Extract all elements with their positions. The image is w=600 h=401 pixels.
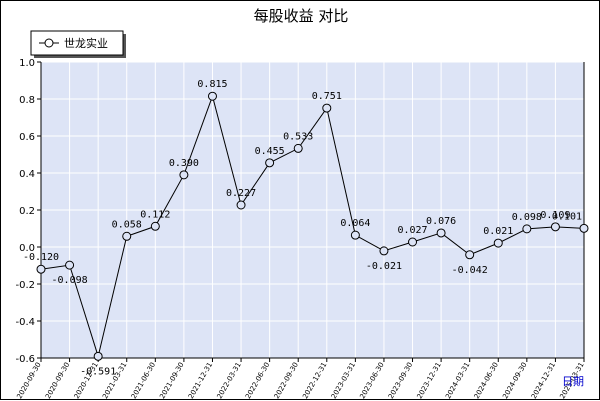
data-point	[293, 143, 303, 153]
y-tick-label: 1.0	[19, 58, 35, 69]
data-point	[550, 222, 560, 232]
x-tick-label: 2024-09-30	[501, 361, 528, 400]
data-point	[465, 250, 475, 260]
data-label: 0.021	[483, 226, 513, 237]
data-label: 0.390	[169, 158, 199, 169]
data-label: -0.098	[52, 275, 88, 286]
data-label: 0.098	[512, 212, 542, 223]
data-point	[65, 260, 75, 270]
data-label: 0.076	[426, 216, 456, 227]
x-tick-label: 2022-06-30	[244, 361, 271, 400]
x-tick-label: 2020-09-30	[15, 361, 42, 400]
x-tick-label: 2021-06-30	[130, 361, 157, 400]
x-tick-label: 2024-12-31	[530, 361, 557, 400]
data-point	[436, 228, 446, 238]
data-point	[36, 264, 46, 274]
data-label: -0.591	[80, 366, 116, 377]
data-label: 0.815	[197, 79, 227, 90]
x-tick-label: 2024-03-31	[444, 361, 471, 400]
x-tick-label: 2023-12-31	[416, 361, 443, 400]
data-label: -0.120	[23, 252, 59, 263]
data-point	[322, 103, 332, 113]
x-tick-label: 2022-03-31	[216, 361, 243, 400]
y-tick-label: 0.8	[19, 95, 35, 106]
x-tick-label: 2020-09-30	[44, 361, 71, 400]
data-label: -0.021	[366, 261, 402, 272]
data-point	[179, 170, 189, 180]
data-label: 0.112	[140, 209, 170, 220]
x-tick-label: 2023-06-30	[358, 361, 385, 400]
y-tick-label: -0.2	[15, 280, 35, 291]
data-label: 0.227	[226, 188, 256, 199]
data-point	[379, 246, 389, 256]
data-point	[236, 200, 246, 210]
data-label: 0.064	[340, 218, 370, 229]
legend-label: 世龙实业	[64, 36, 108, 50]
series-line	[40, 94, 585, 359]
data-label: 0.751	[312, 91, 342, 102]
data-label: 0.455	[255, 146, 285, 157]
data-point	[493, 238, 503, 248]
data-label: 0.101	[552, 211, 582, 222]
x-tick-label: 2023-03-31	[330, 361, 357, 400]
legend-marker-swatch	[44, 38, 54, 48]
data-point	[207, 91, 217, 101]
y-tick-label: 0.2	[19, 206, 35, 217]
y-tick-label: -0.6	[15, 354, 35, 365]
x-tick-label: 2021-12-31	[187, 361, 214, 400]
chart-title: 每股收益 对比	[254, 7, 349, 25]
data-label: -0.042	[452, 265, 488, 276]
x-tick-label: 2022-12-31	[301, 361, 328, 400]
axis-layer	[37, 61, 585, 362]
data-point	[350, 230, 360, 240]
data-point	[93, 351, 103, 361]
data-label: 0.109	[540, 210, 570, 221]
data-point	[150, 221, 160, 231]
y-tick-label: 0.0	[19, 243, 35, 254]
series-layer	[36, 91, 589, 361]
y-tick-label: 0.4	[19, 169, 35, 180]
data-point	[122, 231, 132, 241]
x-tick-label: 2023-09-30	[387, 361, 414, 400]
x-tick-label: 2024-06-30	[473, 361, 500, 400]
legend: 世龙实业	[30, 30, 126, 58]
data-point	[579, 223, 589, 233]
y-tick-labels: -0.6 -0.4 -0.2 0.0 0.2 0.4 0.6 0.8 1.0	[15, 58, 35, 365]
data-point	[408, 237, 418, 247]
data-label: 0.533	[283, 131, 313, 142]
x-tick-label: 2022-09-30	[273, 361, 300, 400]
x-axis-title: 日期	[562, 375, 584, 388]
y-tick-label: -0.4	[15, 317, 35, 328]
data-point	[265, 158, 275, 168]
y-tick-label: 0.6	[19, 132, 35, 143]
data-label: 0.058	[112, 219, 142, 230]
data-point	[522, 224, 532, 234]
x-tick-label: 2021-09-30	[158, 361, 185, 400]
data-label: 0.027	[397, 225, 427, 236]
